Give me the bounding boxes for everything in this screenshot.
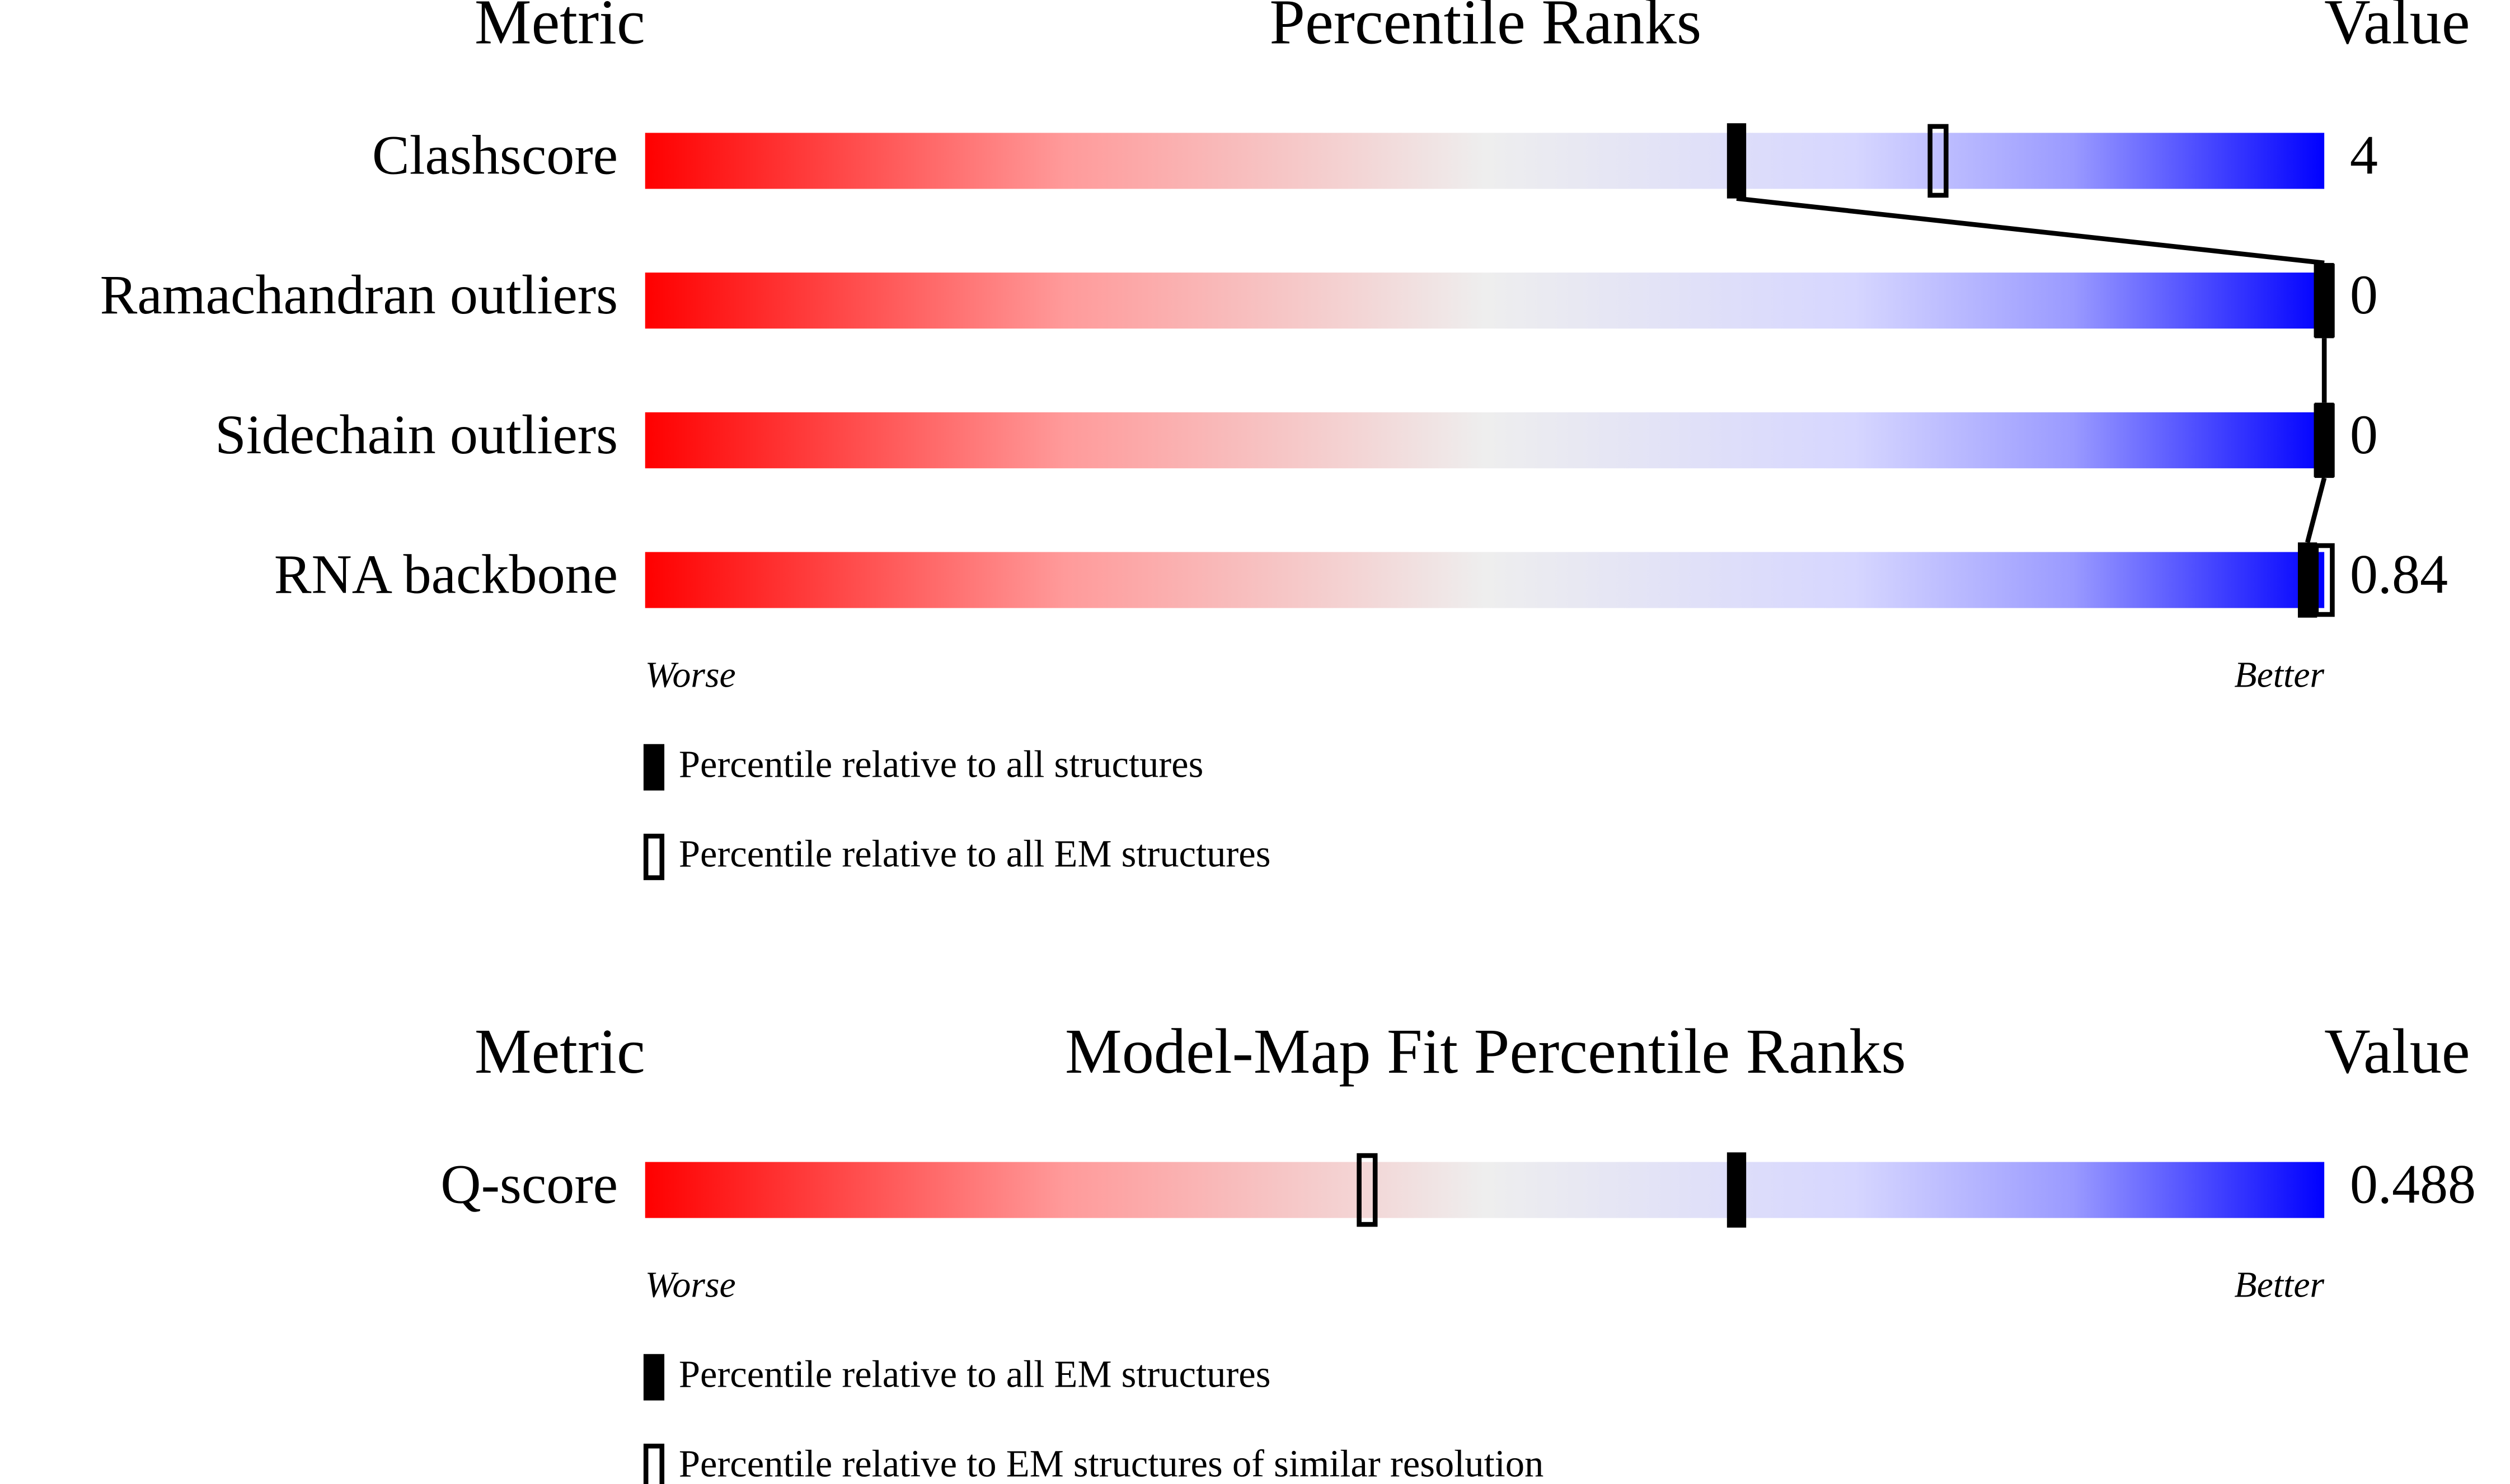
metric-header: Metric [475,1016,645,1087]
metric-header: Metric [475,0,645,58]
legend-open-icon [643,1443,665,1484]
metric-label: Clashscore [372,124,618,186]
marker-filled [1726,1152,1747,1228]
better-label: Better [2234,1265,2324,1305]
value-header: Value [2324,0,2470,58]
legend-filled: Percentile relative to all structures [679,743,1204,785]
marker-open [1927,124,1949,198]
slider-bar [645,273,2325,329]
connector [1736,196,2325,266]
legend-filled: Percentile relative to all EM structures [679,1352,1271,1395]
marker-open [1357,1153,1378,1227]
legend-filled-icon [643,744,665,791]
metric-value: 0.488 [2350,1153,2476,1215]
connector [2305,477,2327,543]
worse-label: Worse [645,655,736,696]
slider-bar [645,552,2325,608]
metric-value: 0 [2350,264,2378,326]
panel-title: Model-Map Fit Percentile Ranks [1065,1016,1906,1087]
marker-filled [2297,542,2317,618]
metric-value: 0.84 [2350,543,2448,605]
legend-open: Percentile relative to all EM structures [679,833,1271,875]
metric-label: Q-score [440,1153,618,1215]
slider-bar [645,133,2325,189]
metric-value: 4 [2350,124,2378,186]
metric-label: RNA backbone [274,543,618,605]
panel-title: Percentile Ranks [1269,0,1701,58]
marker-filled [2314,262,2334,339]
metric-value: 0 [2350,403,2378,466]
metric-label: Ramachandran outliers [100,264,618,326]
marker-filled [2314,402,2334,478]
slider-bar [645,1162,2325,1218]
value-header: Value [2324,1016,2470,1087]
legend-open-icon [643,833,665,880]
legend-filled-icon [643,1354,665,1401]
legend-open: Percentile relative to EM structures of … [679,1443,1544,1484]
slider-bar [645,412,2325,468]
worse-label: Worse [645,1265,736,1305]
marker-filled [1726,123,1747,199]
better-label: Better [2234,655,2324,696]
metric-label: Sidechain outliers [215,403,618,466]
